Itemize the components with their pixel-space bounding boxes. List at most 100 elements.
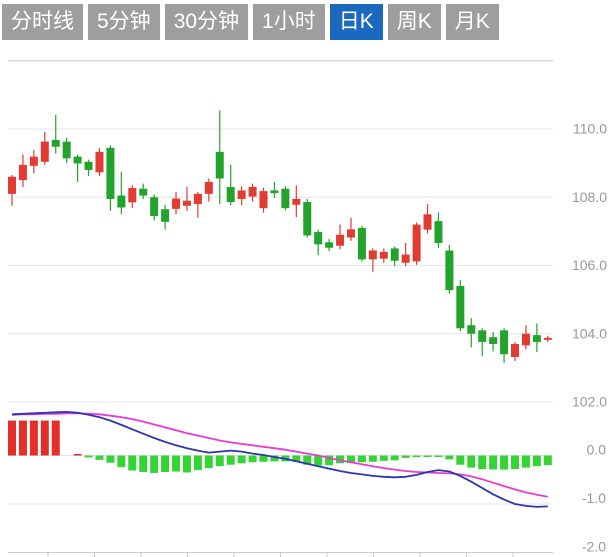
macd-histogram-bar <box>29 420 38 456</box>
macd-histogram-bar <box>346 455 355 463</box>
macd-histogram-bar <box>248 455 257 463</box>
macd-histogram-bar <box>401 455 410 458</box>
tab-5min[interactable]: 5分钟 <box>88 4 160 40</box>
candle-body <box>95 151 104 173</box>
macd-histogram-bar <box>73 454 82 456</box>
macd-histogram-bar <box>51 420 60 456</box>
macd-histogram-bar <box>314 455 323 466</box>
macd-histogram-bar <box>226 455 235 465</box>
price-axis-label: 108.0 <box>572 189 607 205</box>
macd-histogram-bar <box>161 455 170 472</box>
price-axis-label: 110.0 <box>573 121 607 137</box>
price-axis-label: 104.0 <box>572 325 607 341</box>
candle-body <box>29 156 38 166</box>
macd-histogram-bar <box>500 455 509 470</box>
candles <box>8 110 552 364</box>
candle-body <box>401 254 410 263</box>
macd-histogram-bar <box>521 455 530 468</box>
macd-histogram-bar <box>128 455 137 471</box>
macd-histogram-bar <box>150 455 159 473</box>
candle-body <box>84 161 93 170</box>
x-axis <box>8 552 553 557</box>
macd-histogram-bar <box>259 455 268 462</box>
candle-body <box>139 188 148 196</box>
candle-body <box>357 227 366 260</box>
macd-histogram-bar <box>303 455 312 465</box>
candle-body <box>521 333 530 346</box>
candle-body <box>182 200 191 206</box>
macd-histogram-bar <box>357 455 366 463</box>
macd-histogram-bar <box>412 455 421 457</box>
candle-body <box>62 141 71 159</box>
macd-histogram-bar <box>543 455 552 466</box>
macd-histogram-bar <box>40 420 49 456</box>
candle-body <box>379 251 388 259</box>
candle-body <box>73 156 82 164</box>
macd-histogram-bar <box>456 455 465 465</box>
macd-histogram-bar <box>172 455 181 472</box>
macd-histogram-bar <box>489 455 498 470</box>
macd-histogram-bar <box>532 455 541 467</box>
macd-histogram-bar <box>292 455 301 462</box>
candle-body <box>434 221 443 243</box>
macd-histogram-bar <box>139 455 148 472</box>
candle-body <box>303 202 312 236</box>
macd-histogram-bar <box>336 455 345 464</box>
candle-body <box>226 187 235 203</box>
candle-body <box>292 198 301 205</box>
candle-body <box>128 188 137 203</box>
candle-body <box>270 190 279 194</box>
candle-body <box>543 337 552 340</box>
candle-body <box>259 191 268 209</box>
indicator-axis-labels: 0.0 -1.0 -2.0 <box>582 442 606 555</box>
candle-body <box>478 330 487 342</box>
price-axis-label: 102.0 <box>572 394 607 410</box>
macd-histogram-bar <box>434 455 443 457</box>
tab-weekly-k[interactable]: 周K <box>387 4 441 40</box>
tab-monthly-k[interactable]: 月K <box>445 4 499 40</box>
macd-histogram-bar <box>368 455 377 462</box>
macd-histogram-bar <box>325 455 334 466</box>
period-tab-bar: 分时线 5分钟 30分钟 1小时 日K 周K 月K <box>2 4 499 40</box>
candle-body <box>500 330 509 355</box>
macd-histogram-bar <box>445 455 454 460</box>
candle-body <box>456 285 465 329</box>
macd-histogram-bar <box>117 455 126 468</box>
macd-histogram-bar <box>237 455 246 464</box>
candle-body <box>172 198 181 209</box>
macd-histogram-bar <box>467 455 476 468</box>
candle-body <box>117 195 126 208</box>
macd-histogram <box>8 420 552 473</box>
tab-1hour[interactable]: 1小时 <box>253 4 325 40</box>
tab-daily-k[interactable]: 日K <box>329 4 383 40</box>
candle-body <box>325 242 334 248</box>
candle-body <box>18 164 27 181</box>
gridlines <box>8 60 553 505</box>
candle-body <box>467 325 476 334</box>
candle-body <box>8 176 16 194</box>
macd-histogram-bar <box>84 455 93 458</box>
candle-body <box>248 187 257 197</box>
candle-body <box>511 343 520 357</box>
candle-body <box>368 250 377 260</box>
indicator-axis-label: -1.0 <box>582 490 606 506</box>
price-axis-labels: 110.0 108.0 106.0 104.0 102.0 <box>572 121 607 410</box>
candle-body <box>336 234 345 246</box>
macd-histogram-bar <box>106 455 115 463</box>
tab-30min[interactable]: 30分钟 <box>164 4 249 40</box>
candle-body <box>106 147 115 199</box>
candle-body <box>40 141 49 162</box>
macd-histogram-bar <box>478 455 487 470</box>
tab-time-line[interactable]: 分时线 <box>2 4 83 40</box>
candle-body <box>532 335 541 342</box>
candle-body <box>346 229 355 238</box>
candle-body <box>51 139 60 147</box>
candle-body <box>161 209 170 222</box>
macd-histogram-bar <box>423 455 432 457</box>
macd-histogram-bar <box>182 455 191 473</box>
candle-body <box>150 197 159 217</box>
candle-body <box>423 214 432 230</box>
candle-body <box>193 193 202 205</box>
macd-histogram-bar <box>193 455 202 471</box>
